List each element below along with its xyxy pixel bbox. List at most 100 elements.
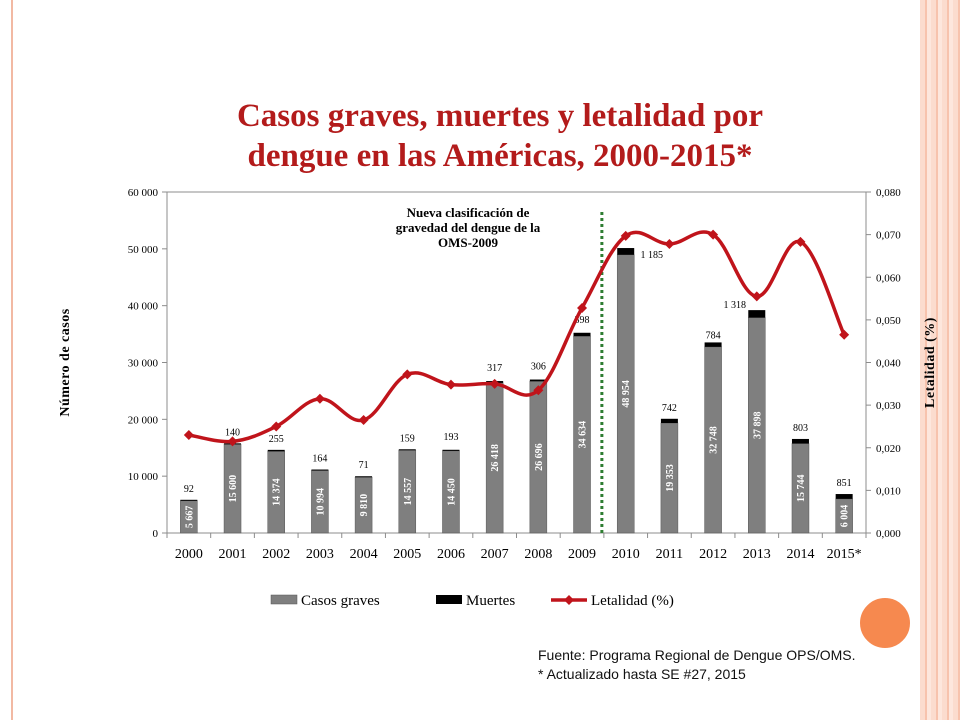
point-letalidad-2012: [708, 229, 719, 240]
point-letalidad-2003: [314, 393, 325, 404]
point-letalidad-2013: [751, 291, 762, 302]
x-tick-label: 2009: [568, 547, 596, 562]
point-letalidad-2006: [445, 379, 456, 390]
y-left-tick-label: 60 000: [128, 187, 159, 199]
bar-muertes-2004: [355, 476, 373, 478]
data-label-casos-graves: 34 634: [578, 421, 589, 449]
x-tick-label: 2013: [743, 547, 771, 562]
x-tick-label: 2007: [481, 547, 509, 562]
bar-muertes-2015: [835, 494, 853, 499]
bar-muertes-2006: [442, 449, 460, 451]
x-tick-label: 2000: [175, 547, 203, 562]
y-right-tick-label: 0,080: [876, 187, 901, 199]
bar-muertes-2008: [529, 379, 547, 382]
x-tick-label: 2012: [699, 547, 727, 562]
annotation-text: gravedad del dengue de la: [396, 220, 541, 235]
annotation-text: Nueva clasificación de: [407, 205, 530, 220]
legend-swatch-muertes: [436, 595, 462, 604]
bar-muertes-2003: [311, 469, 329, 471]
data-label-muertes: 317: [487, 363, 502, 374]
data-label-casos-graves: 48 954: [621, 380, 632, 408]
x-tick-label: 2014: [786, 547, 814, 562]
x-tick-label: 2004: [350, 547, 378, 562]
y-right-tick-label: 0,040: [876, 358, 901, 370]
point-letalidad-2005: [402, 369, 413, 380]
data-label-casos-graves: 9 810: [359, 494, 370, 517]
bar-muertes-2009: [573, 332, 591, 337]
data-label-muertes: 140: [225, 427, 240, 438]
source-text: Fuente: Programa Regional de Dengue OPS/…: [538, 647, 856, 663]
point-letalidad-2008: [533, 385, 544, 396]
y-right-axis-title: Letalidad (%): [923, 317, 938, 408]
data-label-casos-graves: 14 450: [446, 478, 457, 506]
data-label-muertes: 1 185: [640, 250, 663, 261]
y-left-tick-label: 30 000: [128, 358, 159, 370]
point-letalidad-2000: [183, 429, 194, 440]
data-label-casos-graves: 37 898: [752, 412, 763, 440]
data-label-muertes: 306: [531, 362, 546, 373]
source-note: Fuente: Programa Regional de Dengue OPS/…: [538, 646, 918, 684]
y-right-tick-label: 0,060: [876, 272, 901, 284]
x-tick-label: 2010: [612, 547, 640, 562]
x-tick-label: 2005: [393, 547, 421, 562]
right-striped-border: [920, 0, 960, 720]
data-label-casos-graves: 26 418: [490, 444, 501, 472]
data-label-muertes: 159: [400, 433, 415, 444]
data-label-muertes: 92: [184, 484, 194, 495]
series-line-letalidad: [188, 230, 846, 444]
y-right-tick-label: 0,070: [876, 230, 901, 242]
bar-casos-graves-2012: [704, 346, 722, 534]
point-letalidad-2009: [577, 302, 588, 313]
data-label-muertes: 851: [837, 478, 852, 489]
orange-accent-circle: [855, 593, 915, 653]
x-tick-label: 2001: [219, 547, 247, 562]
data-label-casos-graves: 5 667: [184, 506, 195, 529]
data-label-muertes: 784: [706, 330, 721, 341]
left-border-decoration: [0, 0, 13, 720]
legend-label-muertes: Muertes: [466, 593, 515, 609]
y-right-tick-label: 0,010: [876, 485, 901, 497]
y-left-tick-label: 10 000: [128, 471, 159, 483]
x-tick-label: 2015*: [827, 547, 862, 562]
bar-muertes-2002: [267, 449, 285, 452]
bar-muertes-2005: [398, 449, 416, 451]
legend-swatch-casos-graves: [270, 594, 298, 605]
y-right-tick-label: 0,050: [876, 315, 901, 327]
data-label-muertes: 193: [443, 432, 458, 443]
bar-muertes-2011: [660, 418, 678, 424]
data-label-muertes: 164: [312, 454, 327, 465]
data-label-casos-graves: 19 353: [665, 464, 676, 492]
slide-title: Casos graves, muertes y letalidad por de…: [236, 98, 764, 174]
data-label-casos-graves: 15 600: [228, 475, 239, 503]
y-left-tick-label: 40 000: [128, 301, 159, 313]
data-label-muertes: 742: [662, 403, 677, 414]
point-letalidad-2007: [489, 378, 500, 389]
y-left-tick-label: 20 000: [128, 414, 159, 426]
y-right-tick-label: 0,000: [876, 528, 901, 540]
legend-label-letalidad: Letalidad (%): [591, 593, 674, 609]
data-label-casos-graves: 32 748: [709, 426, 720, 454]
data-label-muertes: 1 318: [724, 300, 747, 311]
point-letalidad-2014: [795, 236, 806, 247]
data-label-muertes: 598: [575, 315, 590, 326]
x-tick-label: 2003: [306, 547, 334, 562]
data-label-muertes: 803: [793, 423, 808, 434]
x-tick-label: 2011: [656, 547, 683, 562]
bar-muertes-2010: [617, 248, 635, 255]
point-letalidad-2015: [839, 329, 850, 340]
y-left-tick-label: 0: [153, 528, 159, 540]
data-label-muertes: 255: [269, 434, 284, 445]
point-letalidad-2001: [227, 436, 238, 447]
legend-marker-letalidad: [564, 595, 574, 605]
data-label-casos-graves: 10 994: [315, 488, 326, 516]
x-tick-label: 2006: [437, 547, 465, 562]
annotation-text: OMS-2009: [438, 235, 498, 250]
x-tick-label: 2002: [262, 547, 290, 562]
bar-muertes-2000: [180, 499, 198, 501]
bar-muertes-2013: [748, 310, 766, 318]
y-left-tick-label: 50 000: [128, 244, 159, 256]
y-right-tick-label: 0,030: [876, 400, 901, 412]
data-label-muertes: 71: [359, 460, 369, 471]
update-note: * Actualizado hasta SE #27, 2015: [538, 666, 746, 682]
